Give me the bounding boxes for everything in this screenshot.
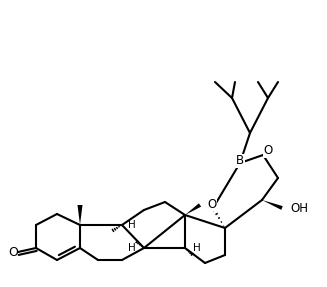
Text: O: O [8, 245, 18, 259]
Polygon shape [77, 205, 82, 225]
Text: B: B [236, 154, 244, 168]
Polygon shape [262, 200, 283, 210]
Text: O: O [207, 197, 216, 210]
Polygon shape [185, 203, 201, 215]
Text: O: O [263, 144, 273, 158]
Text: H: H [128, 243, 136, 253]
Text: H: H [128, 220, 136, 230]
Text: H: H [193, 243, 201, 253]
Text: OH: OH [290, 201, 308, 214]
